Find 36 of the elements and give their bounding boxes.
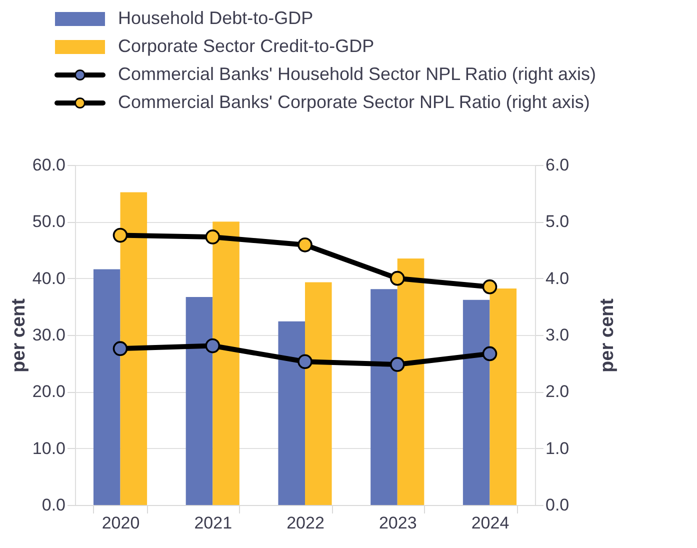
bar xyxy=(305,282,332,505)
legend-label: Commercial Banks' Corporate Sector NPL Ratio (right axis) xyxy=(118,92,590,112)
point xyxy=(112,228,128,243)
legend-label: Household Debt-to-GDP xyxy=(118,8,314,28)
x-tick-label: 2021 xyxy=(194,514,232,532)
y2-tick-label: 0.0 xyxy=(546,496,570,514)
point xyxy=(205,338,220,354)
point xyxy=(482,279,498,294)
y2-tick-label: 3.0 xyxy=(546,326,570,344)
point xyxy=(298,354,312,370)
y-tick-label: 20.0 xyxy=(32,382,66,402)
y-tick-label: 60.0 xyxy=(32,156,66,174)
y-tick-label: 10.0 xyxy=(32,438,66,458)
point xyxy=(205,230,220,244)
x-tick-label: 2022 xyxy=(286,514,324,532)
y2-axis-title: per cent xyxy=(597,298,618,372)
y-tick-label: 50.0 xyxy=(32,212,66,232)
y2-tick-label: 5.0 xyxy=(546,212,570,232)
y-tick-label: 0.0 xyxy=(42,496,66,514)
point xyxy=(298,237,312,252)
x-tick-label: 2023 xyxy=(378,514,417,532)
y-axis-title: per cent xyxy=(8,298,30,372)
y-tick-label: 40.0 xyxy=(32,268,66,288)
y2-tick-label: 4.0 xyxy=(546,268,570,288)
x-tick-label: 2024 xyxy=(471,514,510,532)
y-tick-label: 30.0 xyxy=(32,326,66,344)
y2-tick-label: 2.0 xyxy=(546,382,570,402)
y2-tick-label: 1.0 xyxy=(546,438,570,458)
point xyxy=(390,357,405,372)
legend-label: Commercial Banks' Household Sector NPL Ratio (right axis) xyxy=(118,64,596,84)
legend-label: Corporate Sector Credit-to-GDP xyxy=(118,36,374,56)
x-tick-label: 2020 xyxy=(102,514,140,532)
point xyxy=(390,270,405,286)
y2-tick-label: 6.0 xyxy=(546,156,570,174)
point xyxy=(482,346,498,362)
point xyxy=(112,341,128,356)
